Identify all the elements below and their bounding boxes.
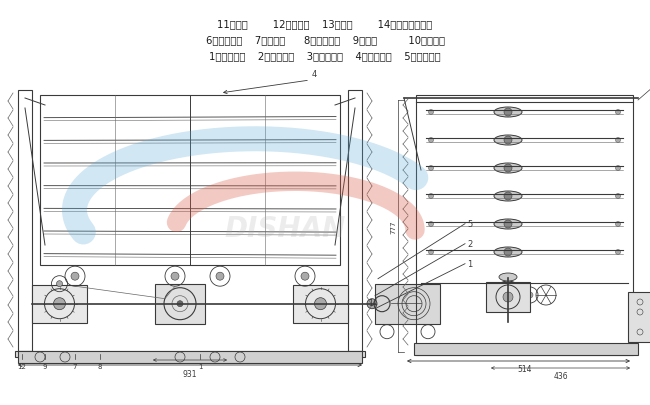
Text: 12: 12 <box>18 363 27 369</box>
Circle shape <box>315 298 326 310</box>
Ellipse shape <box>494 136 522 146</box>
Text: 5: 5 <box>467 220 473 229</box>
Text: 931: 931 <box>183 369 197 378</box>
Ellipse shape <box>494 247 522 257</box>
Circle shape <box>504 192 512 200</box>
Ellipse shape <box>494 108 522 118</box>
Bar <box>486 282 530 312</box>
Circle shape <box>504 109 512 117</box>
Bar <box>293 285 348 323</box>
Text: 777: 777 <box>390 220 396 233</box>
Circle shape <box>301 273 309 281</box>
Circle shape <box>367 299 377 309</box>
Circle shape <box>428 250 434 255</box>
Bar <box>416 96 633 355</box>
Text: 11．捍信        12．用油器    13．螺塔        14．自动停车装置: 11．捍信 12．用油器 13．螺塔 14．自动停车装置 <box>217 19 433 29</box>
Ellipse shape <box>494 192 522 202</box>
Text: 6．小斜齿轮    7．凸轮轴      8．大斜齿轮    9．凸轮          10．跳动杆: 6．小斜齿轮 7．凸轮轴 8．大斜齿轮 9．凸轮 10．跳动杆 <box>205 35 445 45</box>
Bar <box>18 351 362 363</box>
Circle shape <box>71 273 79 281</box>
Circle shape <box>616 166 621 171</box>
Text: 1: 1 <box>198 363 202 369</box>
Text: 7: 7 <box>73 363 77 369</box>
Ellipse shape <box>494 220 522 230</box>
Circle shape <box>527 292 533 298</box>
Bar <box>18 91 32 351</box>
Circle shape <box>504 248 512 256</box>
Bar <box>40 96 340 265</box>
Circle shape <box>428 110 434 115</box>
Circle shape <box>616 110 621 115</box>
Circle shape <box>505 292 511 298</box>
Text: 436: 436 <box>553 371 568 380</box>
Circle shape <box>177 301 183 307</box>
Bar <box>414 343 638 355</box>
Circle shape <box>504 136 512 145</box>
Circle shape <box>616 222 621 227</box>
Circle shape <box>216 273 224 281</box>
Text: 8: 8 <box>98 363 102 369</box>
Circle shape <box>428 222 434 227</box>
Circle shape <box>504 164 512 173</box>
Ellipse shape <box>494 164 522 174</box>
Text: 1: 1 <box>467 260 473 269</box>
Ellipse shape <box>499 273 517 281</box>
Bar <box>348 91 362 351</box>
Text: 4: 4 <box>312 70 317 79</box>
Text: 514: 514 <box>517 364 532 373</box>
Text: 14: 14 <box>369 299 378 308</box>
Bar <box>628 292 650 342</box>
Circle shape <box>616 138 621 143</box>
Text: 2: 2 <box>467 240 473 249</box>
Circle shape <box>428 194 434 199</box>
Circle shape <box>616 194 621 199</box>
Circle shape <box>428 166 434 171</box>
Bar <box>375 284 440 324</box>
Bar <box>155 284 205 324</box>
Circle shape <box>57 281 62 287</box>
Text: 1．传动主轴    2．小斜齿轮    3．大斜齿轮    4．上偏心轮    5．下偏心轮: 1．传动主轴 2．小斜齿轮 3．大斜齿轮 4．上偏心轮 5．下偏心轮 <box>209 51 441 61</box>
Circle shape <box>428 138 434 143</box>
Circle shape <box>53 298 66 310</box>
Circle shape <box>503 292 513 302</box>
Circle shape <box>504 220 512 228</box>
Text: 9: 9 <box>43 363 47 369</box>
Text: DISHAN: DISHAN <box>224 215 346 243</box>
Circle shape <box>616 250 621 255</box>
Bar <box>15 351 365 357</box>
Circle shape <box>171 273 179 281</box>
Bar <box>32 285 87 323</box>
